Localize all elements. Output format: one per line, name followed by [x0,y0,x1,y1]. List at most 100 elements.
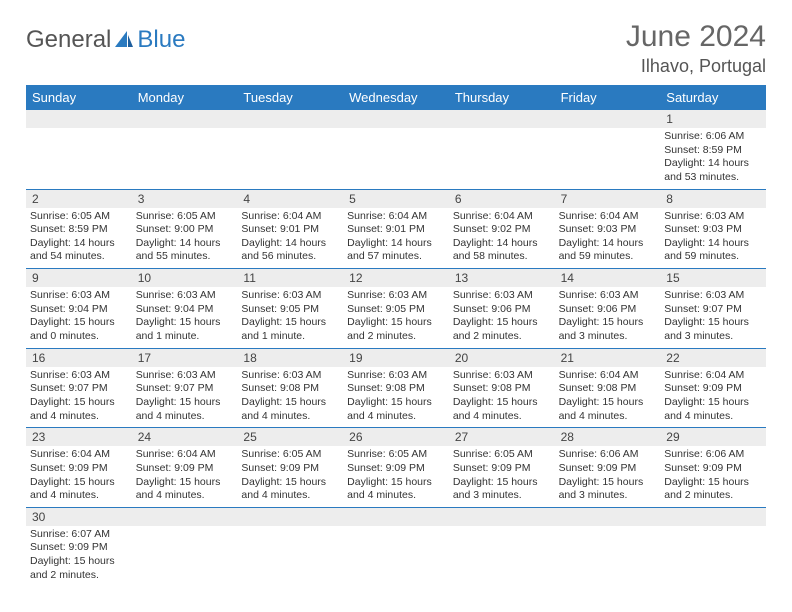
sunrise-line: Sunrise: 6:03 AM [453,369,551,383]
sunrise-line: Sunrise: 6:04 AM [347,210,445,224]
daylight-line: Daylight: 15 hours [241,316,339,330]
daylight-line: and 4 minutes. [453,410,551,424]
day-cell [26,128,132,189]
weekday-header: Thursday [449,85,555,110]
daylight-line: and 2 minutes. [453,330,551,344]
daylight-line: Daylight: 15 hours [241,396,339,410]
day-cell: Sunrise: 6:03 AMSunset: 9:03 PMDaylight:… [660,208,766,269]
day-number: 21 [555,349,661,367]
daylight-line: and 1 minute. [241,330,339,344]
sail-icon [113,29,135,51]
day-cell: Sunrise: 6:05 AMSunset: 9:00 PMDaylight:… [132,208,238,269]
day-number: 11 [237,269,343,287]
day-cell: Sunrise: 6:04 AMSunset: 9:01 PMDaylight:… [237,208,343,269]
day-number [237,110,343,128]
calendar-page: General Blue June 2024 Ilhavo, Portugal … [0,0,792,606]
day-number [555,508,661,526]
day-cell: Sunrise: 6:05 AMSunset: 9:09 PMDaylight:… [237,446,343,507]
sunrise-line: Sunrise: 6:03 AM [559,289,657,303]
daylight-line: and 4 minutes. [136,489,234,503]
sunrise-line: Sunrise: 6:05 AM [136,210,234,224]
sunset-line: Sunset: 9:09 PM [136,462,234,476]
day-cell: Sunrise: 6:04 AMSunset: 9:02 PMDaylight:… [449,208,555,269]
sunset-line: Sunset: 9:08 PM [347,382,445,396]
day-cell: Sunrise: 6:03 AMSunset: 9:06 PMDaylight:… [555,287,661,348]
sunset-line: Sunset: 9:01 PM [347,223,445,237]
sunrise-line: Sunrise: 6:03 AM [664,210,762,224]
weekday-header-row: Sunday Monday Tuesday Wednesday Thursday… [26,85,766,110]
week-row: Sunrise: 6:06 AMSunset: 8:59 PMDaylight:… [26,128,766,190]
daylight-line: Daylight: 14 hours [664,157,762,171]
day-number [555,110,661,128]
day-number: 3 [132,190,238,208]
day-cell [237,526,343,587]
day-cell: Sunrise: 6:03 AMSunset: 9:07 PMDaylight:… [660,287,766,348]
daylight-line: and 54 minutes. [30,250,128,264]
day-number: 9 [26,269,132,287]
day-cell: Sunrise: 6:04 AMSunset: 9:01 PMDaylight:… [343,208,449,269]
sunset-line: Sunset: 9:09 PM [664,382,762,396]
day-number [449,110,555,128]
day-cell: Sunrise: 6:04 AMSunset: 9:08 PMDaylight:… [555,367,661,428]
daylight-line: Daylight: 14 hours [453,237,551,251]
daylight-line: Daylight: 14 hours [347,237,445,251]
sunset-line: Sunset: 9:05 PM [347,303,445,317]
day-number: 2 [26,190,132,208]
day-cell: Sunrise: 6:05 AMSunset: 9:09 PMDaylight:… [343,446,449,507]
day-number: 4 [237,190,343,208]
sunset-line: Sunset: 9:07 PM [136,382,234,396]
daylight-line: and 4 minutes. [664,410,762,424]
sunrise-line: Sunrise: 6:03 AM [453,289,551,303]
sunrise-line: Sunrise: 6:03 AM [136,369,234,383]
day-number: 6 [449,190,555,208]
daylight-line: and 3 minutes. [664,330,762,344]
day-cell: Sunrise: 6:06 AMSunset: 8:59 PMDaylight:… [660,128,766,189]
month-title: June 2024 [626,20,766,54]
daylight-line: and 58 minutes. [453,250,551,264]
day-number: 20 [449,349,555,367]
day-number: 10 [132,269,238,287]
title-block: June 2024 Ilhavo, Portugal [626,20,766,77]
day-cell [660,526,766,587]
sunset-line: Sunset: 9:04 PM [30,303,128,317]
day-number: 30 [26,508,132,526]
sunrise-line: Sunrise: 6:07 AM [30,528,128,542]
sunset-line: Sunset: 9:09 PM [241,462,339,476]
daylight-line: and 4 minutes. [30,410,128,424]
sunset-line: Sunset: 9:09 PM [30,462,128,476]
day-cell: Sunrise: 6:03 AMSunset: 9:07 PMDaylight:… [26,367,132,428]
sunset-line: Sunset: 9:09 PM [664,462,762,476]
day-cell: Sunrise: 6:07 AMSunset: 9:09 PMDaylight:… [26,526,132,587]
weekday-header: Tuesday [237,85,343,110]
daynum-row: 1 [26,110,766,128]
daylight-line: and 0 minutes. [30,330,128,344]
daylight-line: and 53 minutes. [664,171,762,185]
day-cell [449,526,555,587]
daylight-line: Daylight: 15 hours [347,476,445,490]
location-label: Ilhavo, Portugal [626,56,766,77]
daylight-line: and 59 minutes. [559,250,657,264]
daylight-line: and 3 minutes. [559,330,657,344]
sunrise-line: Sunrise: 6:03 AM [347,369,445,383]
day-number: 28 [555,428,661,446]
weekday-header: Wednesday [343,85,449,110]
daylight-line: Daylight: 15 hours [30,316,128,330]
daylight-line: Daylight: 15 hours [347,316,445,330]
sunset-line: Sunset: 9:09 PM [453,462,551,476]
day-number [132,508,238,526]
day-number [449,508,555,526]
sunset-line: Sunset: 8:59 PM [30,223,128,237]
daylight-line: Daylight: 14 hours [559,237,657,251]
day-number: 7 [555,190,661,208]
daylight-line: and 4 minutes. [347,489,445,503]
daylight-line: Daylight: 15 hours [453,396,551,410]
daylight-line: Daylight: 15 hours [664,396,762,410]
daylight-line: Daylight: 15 hours [30,555,128,569]
sunset-line: Sunset: 9:03 PM [559,223,657,237]
sunrise-line: Sunrise: 6:06 AM [664,130,762,144]
sunset-line: Sunset: 9:07 PM [30,382,128,396]
day-cell [343,526,449,587]
day-number: 17 [132,349,238,367]
header: General Blue June 2024 Ilhavo, Portugal [26,20,766,77]
weekday-header: Saturday [660,85,766,110]
